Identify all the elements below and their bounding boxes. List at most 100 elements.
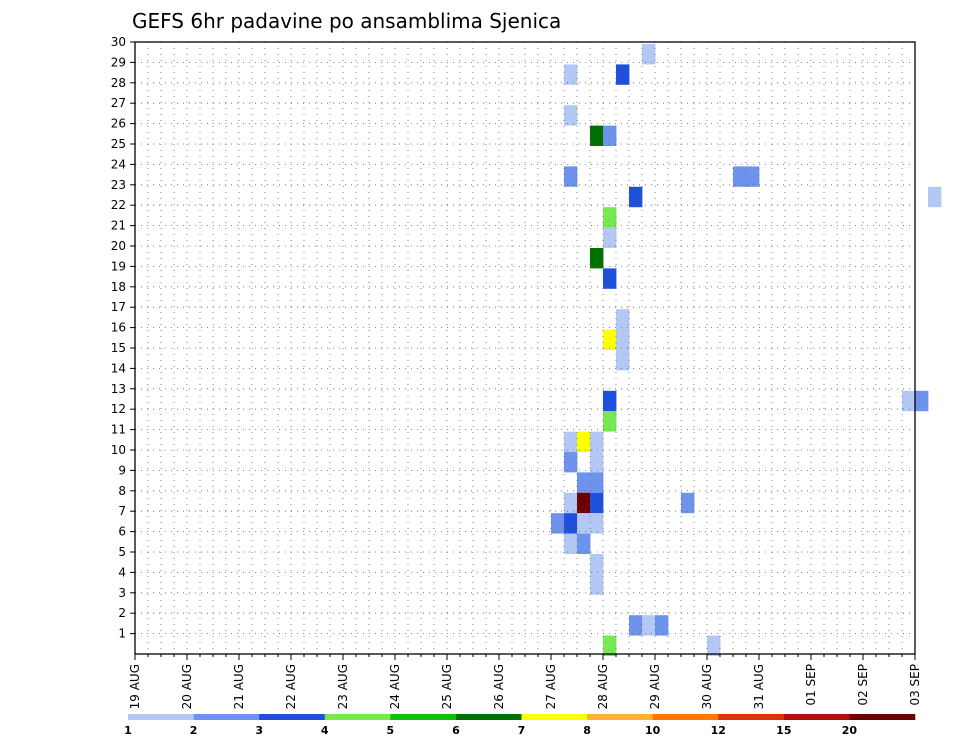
legend-label: 3 — [255, 724, 263, 737]
y-tick-label: 15 — [111, 341, 126, 355]
legend-label: 12 — [711, 724, 726, 737]
heatmap-cell — [590, 431, 604, 452]
legend-swatch — [587, 714, 653, 720]
heatmap-cell — [603, 125, 617, 146]
heatmap-cell — [733, 166, 747, 187]
heatmap-cell — [616, 64, 630, 85]
heatmap-cell — [590, 472, 604, 493]
legend-swatch — [259, 714, 326, 720]
x-axis: 19 AUG 20 AUG 21 AUG 22 AUG 23 AUG 24 AUG 25 A… — [128, 654, 922, 709]
legend-swatch — [783, 714, 850, 720]
y-tick-label: 20 — [111, 239, 126, 253]
heatmap-cell — [616, 309, 630, 330]
y-tick-label: 11 — [111, 423, 126, 437]
heatmap-cell — [590, 125, 604, 146]
heatmap-cell — [915, 390, 929, 412]
x-tick-label: 27 AUG — [544, 664, 558, 709]
heatmap-cell — [681, 492, 695, 514]
heatmap-cell — [577, 472, 591, 493]
x-tick-label: 30 AUG — [700, 664, 714, 709]
heatmap-cell — [564, 166, 578, 187]
y-tick-label: 14 — [111, 361, 126, 375]
x-tick-label: 29 AUG — [648, 664, 662, 709]
legend-label: 8 — [583, 724, 591, 737]
legend-swatch — [521, 714, 588, 720]
y-tick-label: 2 — [118, 606, 126, 620]
grid-lines — [135, 42, 915, 654]
heatmap-cell — [616, 329, 630, 350]
heatmap-cell — [746, 166, 760, 187]
heatmap-cell — [590, 513, 604, 534]
x-tick-label: 25 AUG — [440, 664, 454, 709]
x-tick-label: 19 AUG — [128, 664, 142, 709]
y-tick-label: 9 — [118, 463, 126, 477]
heatmap-cell — [642, 615, 656, 636]
x-tick-label: 01 SEP — [804, 664, 818, 706]
x-tick-label: 28 AUG — [596, 664, 610, 709]
y-tick-label: 5 — [118, 545, 126, 559]
y-tick-label: 1 — [118, 627, 126, 641]
legend-swatch — [652, 714, 719, 720]
legend-label: 10 — [645, 724, 661, 737]
heatmap-cell — [603, 635, 617, 656]
x-tick-label: 23 AUG — [336, 664, 350, 709]
y-tick-label: 23 — [111, 178, 126, 192]
heatmap-cell — [655, 615, 669, 636]
heatmap-cell — [577, 513, 591, 534]
heatmap-cell — [629, 615, 643, 636]
heatmap-cell — [564, 105, 578, 126]
heatmap-cell — [616, 350, 630, 371]
y-tick-label: 19 — [111, 259, 126, 273]
heatmap-cell — [590, 492, 604, 514]
y-tick-label: 28 — [111, 76, 126, 90]
y-tick-label: 10 — [111, 443, 126, 457]
legend-label: 20 — [842, 724, 858, 737]
x-tick-label: 31 AUG — [752, 664, 766, 709]
x-tick-label: 03 SEP — [908, 664, 922, 706]
heatmap-cell — [564, 533, 578, 554]
y-tick-label: 3 — [118, 586, 126, 600]
chart-title: GEFS 6hr padavine po ansamblima Sjenica — [132, 9, 561, 33]
y-tick-label: 27 — [111, 96, 126, 110]
heatmap-cell — [603, 329, 617, 350]
legend-swatch — [128, 714, 194, 720]
legend-label: 15 — [776, 724, 791, 737]
y-tick-label: 4 — [118, 565, 126, 579]
y-tick-label: 8 — [118, 484, 126, 498]
legend-label: 1 — [124, 724, 132, 737]
legend-label: 5 — [387, 724, 395, 737]
heatmap-cell — [590, 574, 604, 595]
heatmap-cell — [564, 492, 578, 514]
heatmap-cell — [564, 431, 578, 452]
heatmap-cell — [603, 227, 617, 248]
heatmap-cell — [577, 533, 591, 554]
legend-label: 7 — [518, 724, 526, 737]
heatmap-cells — [551, 44, 942, 656]
heatmap-cell — [590, 554, 604, 575]
y-tick-label: 25 — [111, 137, 126, 151]
heatmap-cell — [603, 390, 617, 412]
heatmap-cell — [564, 64, 578, 85]
y-tick-label: 22 — [111, 198, 126, 212]
heatmap-cell — [551, 513, 565, 534]
color-legend: 1 2 3 4 5 6 7 8 10 12 15 20 — [124, 714, 916, 737]
y-tick-label: 17 — [111, 300, 126, 314]
legend-swatch — [718, 714, 785, 720]
y-tick-label: 16 — [111, 321, 126, 335]
y-tick-label: 29 — [111, 55, 126, 69]
heatmap-cell — [902, 390, 916, 412]
y-tick-label: 26 — [111, 117, 126, 131]
heatmap-cell — [577, 492, 591, 514]
x-tick-label: 22 AUG — [284, 664, 298, 709]
heatmap-cell — [603, 268, 617, 289]
heatmap-cell — [603, 207, 617, 228]
heatmap-cell — [642, 44, 656, 65]
y-tick-label: 24 — [111, 157, 126, 171]
y-tick-label: 13 — [111, 382, 126, 396]
y-tick-label: 7 — [118, 504, 126, 518]
legend-swatch — [390, 714, 457, 720]
legend-label: 2 — [190, 724, 198, 737]
heatmap-cell — [564, 513, 578, 534]
y-axis: 1234567891011121314151617181920212223242… — [111, 35, 135, 641]
